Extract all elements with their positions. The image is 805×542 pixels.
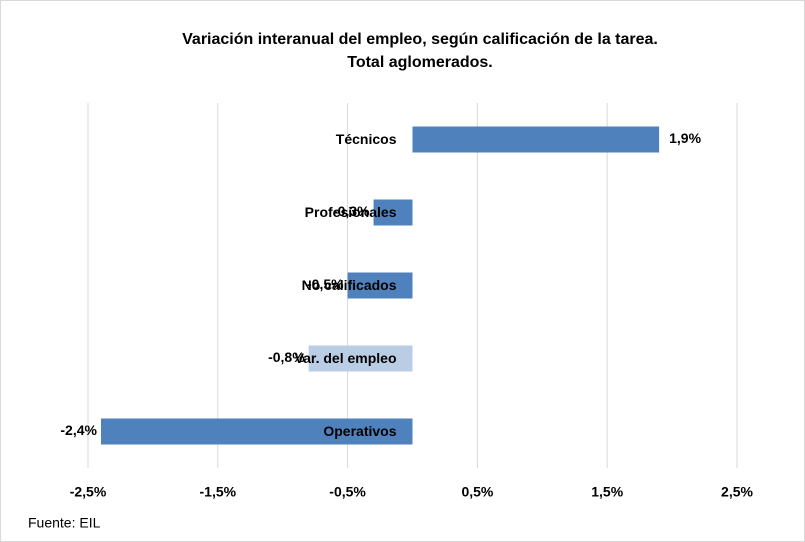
category-label: Profesionales — [305, 204, 397, 220]
bar — [412, 126, 660, 153]
bar — [347, 272, 413, 299]
value-label: 1,9% — [669, 130, 701, 146]
x-tick-label: 2,5% — [721, 484, 753, 500]
value-label: -0,8% — [268, 349, 305, 365]
value-label: -0,5% — [307, 276, 344, 292]
x-tick-label: 0,5% — [461, 484, 493, 500]
bar — [373, 199, 413, 226]
chart-title: Total aglomerados. — [347, 54, 493, 71]
x-tick-label: -0,5% — [329, 484, 366, 500]
bar — [308, 345, 413, 372]
category-label: Técnicos — [336, 131, 397, 147]
value-label: -2,4% — [60, 422, 97, 438]
chart-title: Variación interanual del empleo, según c… — [182, 31, 658, 48]
category-label: Operativos — [323, 423, 396, 439]
category-label: Var. del empleo — [295, 350, 397, 366]
source-note: Fuente: EIL — [28, 515, 101, 531]
x-tick-label: -2,5% — [70, 484, 107, 500]
x-tick-label: 1,5% — [591, 484, 623, 500]
category-label: No calificados — [302, 277, 397, 293]
value-label: -0,3% — [333, 203, 370, 219]
x-tick-label: -1,5% — [200, 484, 237, 500]
bar — [100, 418, 413, 445]
